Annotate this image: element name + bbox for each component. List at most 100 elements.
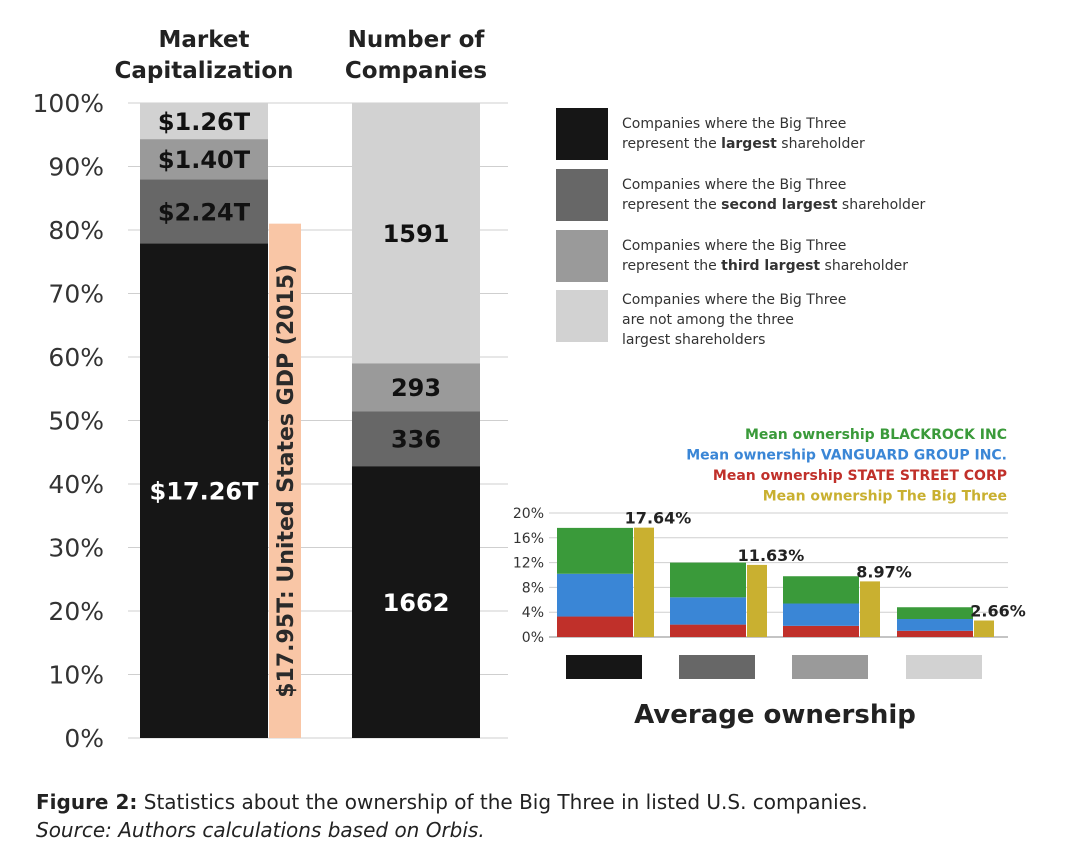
state-street-segment <box>557 616 633 637</box>
y-tick-label: 70% <box>48 280 104 309</box>
segment-label: $1.40T <box>158 146 251 174</box>
y-tick-label: 20% <box>48 597 104 626</box>
bar-header: Companies <box>345 58 487 84</box>
category-swatch <box>566 655 642 679</box>
legend-text-line2b: shareholder <box>776 136 865 152</box>
legend-swatch-third-largest <box>556 230 608 282</box>
legend-text-line2b: shareholder <box>820 258 908 274</box>
segment-label: 336 <box>391 426 441 454</box>
legend-text-line2a: represent the <box>622 258 722 274</box>
bar-segment <box>352 103 480 364</box>
state-street-segment <box>783 625 859 637</box>
big-three-value-label: 17.64% <box>625 509 692 528</box>
inset-title: Average ownership <box>634 700 916 730</box>
category-swatch <box>679 655 755 679</box>
y-tick-label: 0% <box>64 724 104 753</box>
inset-y-tick-label: 4% <box>522 605 544 621</box>
vanguard-segment <box>897 619 973 631</box>
big-three-bar <box>747 564 767 637</box>
blackrock-segment <box>557 527 633 574</box>
inset-y-tick-label: 12% <box>513 556 544 572</box>
vanguard-segment <box>670 597 746 625</box>
vanguard-segment <box>783 603 859 626</box>
legend-swatch-not-among-three <box>556 290 608 342</box>
bar-header: Market <box>158 27 249 53</box>
blackrock-segment <box>897 607 973 620</box>
inset-legend-item: Mean ownership BLACKROCK INC <box>745 427 1007 443</box>
inset-legend-item: Mean ownership The Big Three <box>763 489 1007 505</box>
category-swatch <box>792 655 868 679</box>
big-three-value-label: 2.66% <box>970 602 1026 621</box>
state-street-segment <box>670 624 746 637</box>
big-three-bar <box>860 581 880 637</box>
y-tick-label: 60% <box>48 343 104 372</box>
legend-text-line1: Companies where the Big Three <box>622 292 847 308</box>
stacked-bar-market-cap: Market Capitalization $17.26T $2.24T $1.40T $… <box>115 27 294 738</box>
bar-segment <box>352 363 480 412</box>
category-swatch <box>906 655 982 679</box>
bar-segment <box>352 466 480 738</box>
main-y-axis: 100% 90% 80% 70% 60% 50% 40% 30% 20% 10% 0% <box>33 89 104 753</box>
big-three-bar <box>974 620 994 637</box>
inset-category: 8.97% <box>783 562 912 679</box>
bar-segment <box>140 243 268 738</box>
bar-segment <box>352 411 480 467</box>
bar-segment <box>140 103 268 140</box>
vanguard-segment <box>557 573 633 617</box>
inset-y-tick-label: 8% <box>522 580 544 596</box>
gdp-reference-label: $17.95T: United States GDP (2015) <box>274 264 299 698</box>
y-tick-label: 10% <box>48 661 104 690</box>
segment-label: $1.26T <box>158 108 251 136</box>
legend-text-bold: second largest <box>721 197 838 213</box>
bar-header: Number of <box>348 27 486 53</box>
segment-label: $17.26T <box>150 478 260 506</box>
figure-source: Source: Authors calculations based on Or… <box>36 818 485 842</box>
legend-text-line1: Companies where the Big Three <box>622 116 847 132</box>
inset-legend-item: Mean ownership STATE STREET CORP <box>713 468 1007 484</box>
legend-swatch-second-largest <box>556 169 608 221</box>
legend-text-line2b: shareholder <box>837 197 926 213</box>
segment-label: 1591 <box>383 220 450 248</box>
big-three-bar <box>634 527 654 637</box>
legend-text-bold: third largest <box>721 258 821 274</box>
y-tick-label: 30% <box>48 534 104 563</box>
segment-label: 293 <box>391 374 441 402</box>
blackrock-segment <box>783 576 859 604</box>
state-street-segment <box>897 630 973 637</box>
y-tick-label: 40% <box>48 470 104 499</box>
y-tick-label: 80% <box>48 216 104 245</box>
y-tick-label: 90% <box>48 153 104 182</box>
legend-text-line2a: are not among the three <box>622 312 794 328</box>
y-tick-label: 50% <box>48 407 104 436</box>
inset-y-tick-label: 0% <box>522 630 544 646</box>
legend-text-line2a: represent the <box>622 136 722 152</box>
stacked-bar-company-count: Number of Companies 1662 336 293 1591 <box>345 27 487 738</box>
segment-label: $2.24T <box>158 198 251 226</box>
inset-legend-item: Mean ownership VANGUARD GROUP INC. <box>686 448 1007 464</box>
inset-y-tick-label: 20% <box>513 506 544 522</box>
figure-label: Figure 2: <box>36 790 138 814</box>
legend-text-line1: Companies where the Big Three <box>622 238 847 254</box>
legend-swatch-largest <box>556 108 608 160</box>
inset-category: 17.64% <box>557 509 691 679</box>
legend-text-line1: Companies where the Big Three <box>622 177 847 193</box>
inset-y-tick-label: 16% <box>513 531 544 547</box>
figure-caption-text: Statistics about the ownership of the Bi… <box>137 790 868 814</box>
inset-category: 2.66% <box>897 602 1026 679</box>
y-tick-label: 100% <box>33 89 104 118</box>
big-three-value-label: 8.97% <box>856 562 912 581</box>
legend-text-bold: largest <box>721 136 777 152</box>
big-three-value-label: 11.63% <box>738 546 805 565</box>
segment-label: 1662 <box>383 589 450 617</box>
bar-segment <box>140 139 268 180</box>
gdp-reference: $17.95T: United States GDP (2015) <box>269 223 301 738</box>
legend-text-line2a: represent the <box>622 197 722 213</box>
gdp-reference-bar <box>269 223 301 738</box>
bar-header: Capitalization <box>115 58 294 84</box>
blackrock-segment <box>670 562 746 598</box>
legend-text-line3: largest shareholders <box>622 332 766 348</box>
figure-caption: Figure 2: Statistics about the ownership… <box>36 790 868 814</box>
inset-category: 11.63% <box>670 546 804 679</box>
bar-segment <box>140 179 268 244</box>
